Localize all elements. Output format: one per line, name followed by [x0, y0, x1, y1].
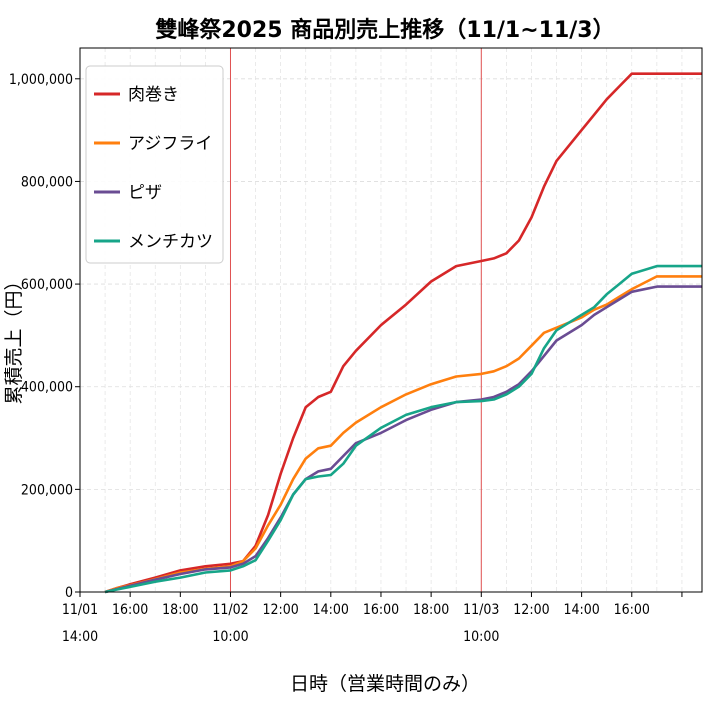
legend-label: アジフライ	[128, 134, 212, 154]
x-tick-label: 12:00	[513, 602, 549, 618]
y-tick-label: 1,000,000	[9, 72, 73, 88]
x-axis-label: 日時（営業時間のみ）	[290, 673, 480, 695]
x-tick-label: 10:00	[212, 629, 248, 645]
x-tick-label: 14:00	[62, 629, 98, 645]
x-tick-label: 11/03	[463, 602, 499, 618]
series-line-肉巻き	[104, 72, 702, 594]
x-tick-label: 18:00	[413, 602, 449, 618]
x-tick-label: 16:00	[363, 602, 399, 618]
x-tick-label: 12:00	[262, 602, 298, 618]
y-axis-label: 累積売上（円）	[3, 271, 25, 404]
x-tick-label: 10:00	[463, 629, 499, 645]
x-tick-label: 11/01	[62, 602, 98, 618]
legend-label: メンチカツ	[128, 232, 213, 252]
y-tick-label: 600,000	[21, 277, 73, 293]
x-tick-label: 16:00	[112, 602, 148, 618]
chart-title: 雙峰祭2025 商品別売上推移（11/1~11/3）	[155, 17, 614, 43]
y-axis-ticks: 0 200,000 400,000 600,000 800,000 1,000,000	[9, 72, 80, 601]
x-tick-label: 14:00	[563, 602, 599, 618]
x-tick-label: 18:00	[162, 602, 198, 618]
y-tick-label: 800,000	[21, 174, 73, 190]
series-line-メンチカツ	[104, 264, 702, 594]
day-separators	[229, 48, 482, 592]
legend-box	[85, 65, 224, 264]
y-tick-label: 200,000	[21, 482, 73, 498]
series-line-ピザ	[104, 285, 702, 594]
y-tick-label: 400,000	[21, 380, 73, 396]
x-tick-label: 11/02	[212, 602, 248, 618]
x-axis-ticks: 11/01 14:00 16:00 18:00 11/02 10:00 12:00 14:00…	[62, 592, 683, 645]
legend-label: ピザ	[128, 183, 162, 203]
series-line-アジフライ	[104, 275, 702, 594]
x-tick-label: 16:00	[614, 602, 650, 618]
plot-frame	[79, 47, 703, 593]
x-tick-label: 14:00	[313, 602, 349, 618]
series-lines	[104, 72, 702, 594]
y-tick-label: 0	[65, 585, 73, 601]
legend-label: 肉巻き	[128, 85, 179, 105]
